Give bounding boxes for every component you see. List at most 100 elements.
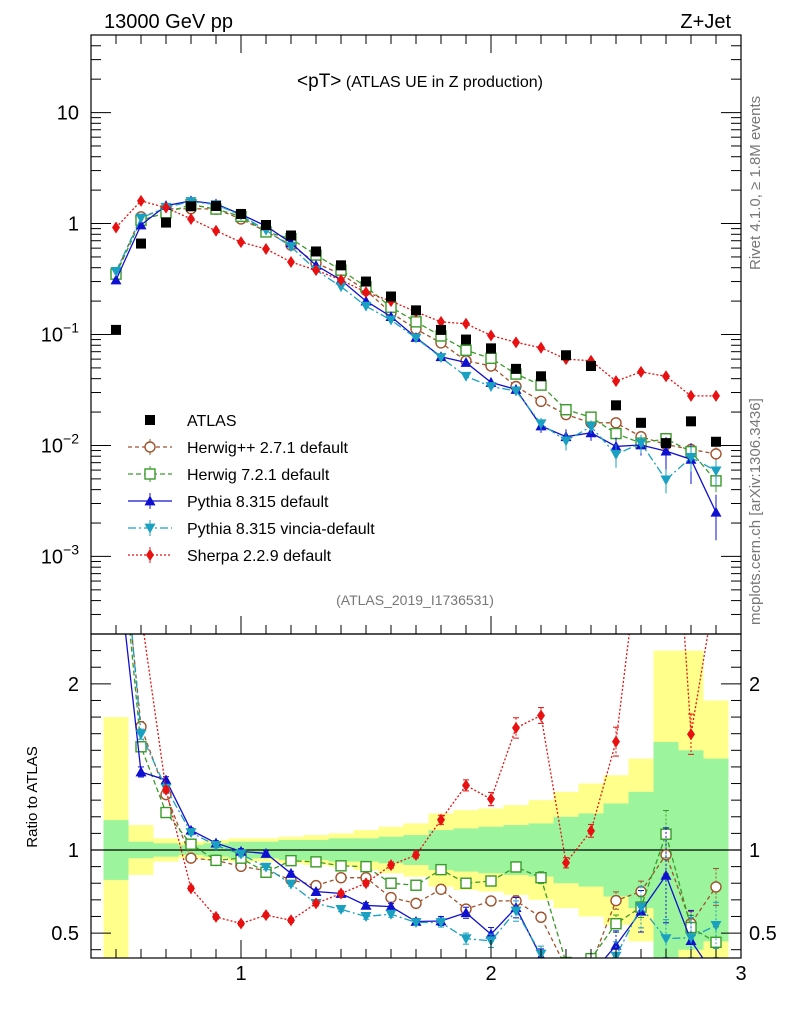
- series-2-ratio-point: [310, 886, 322, 896]
- series-4-point: [212, 224, 220, 237]
- series-1-ratio-point: [185, 838, 197, 850]
- series-4-point: [237, 236, 245, 249]
- series-4-ratio-point: [287, 914, 295, 927]
- series-2-ratio-point: [460, 907, 472, 918]
- series-3-ratio-point: [561, 984, 572, 994]
- series-1-ratio-point: [410, 879, 422, 891]
- series-1-point: [460, 344, 472, 357]
- series-3-point: [585, 422, 597, 433]
- legend: ATLAS Herwig++ 2.7.1 default Herwig 7.2.1 …: [128, 413, 375, 565]
- series-4-ratio-point: [512, 721, 520, 734]
- main-ytick-label-base: 10: [41, 546, 63, 568]
- energy-label: 13000 GeV pp: [104, 11, 233, 33]
- series-2-ratio-point: [561, 980, 572, 990]
- atlas-data-point: [611, 400, 621, 411]
- legend-marker-1: [144, 468, 156, 480]
- series-4-point: [512, 336, 520, 349]
- legend-item-atlas: ATLAS: [145, 413, 237, 430]
- series-0-point: [610, 417, 622, 429]
- series-1-ratio-point: [210, 854, 222, 867]
- series-1-ratio-point: [385, 877, 397, 889]
- series-4-ratio-point: [337, 887, 345, 900]
- rivet-side-label: Rivet 4.1.0, ≥ 1.8M events: [747, 96, 764, 270]
- atlas-data-point: [486, 343, 496, 354]
- series-4-ratio-point: [412, 849, 420, 862]
- series-4-point: [312, 264, 320, 277]
- series-3-point: [685, 453, 697, 463]
- series-3-ratio-point: [586, 964, 597, 974]
- ratio-ytick-label: 2: [68, 674, 79, 696]
- series-3-point: [410, 333, 422, 344]
- series-4-ratio-point: [437, 813, 445, 826]
- ratio-panel: [124, 532, 722, 994]
- series-3-point: [560, 436, 572, 447]
- series-4-ratio-point: [462, 779, 470, 792]
- series-2-ratio-point: [586, 969, 597, 979]
- atlas-data-point: [436, 324, 446, 335]
- series-4-ratio-point: [687, 728, 695, 741]
- atlas-data-point: [536, 371, 546, 382]
- series-3-ratio-point: [235, 849, 247, 860]
- main-ytick-label-base: 10: [41, 435, 63, 457]
- series-3-ratio-point: [635, 902, 647, 913]
- series-3-ratio-point: [510, 906, 522, 917]
- series-4-point: [112, 221, 120, 234]
- series-4-point: [137, 194, 145, 207]
- main-ytick-label-base: 10: [41, 325, 63, 347]
- ratio-ytick-label-right: 1: [749, 840, 760, 862]
- series-1-point: [610, 427, 622, 440]
- atlas-data-point: [511, 363, 521, 374]
- series-3-point: [110, 267, 122, 277]
- series-4-ratio-point: [162, 783, 170, 796]
- main-ytick-label: 10−2: [41, 430, 79, 457]
- atlas-data-point: [261, 219, 271, 230]
- series-1-ratio-point: [310, 856, 322, 868]
- main-ytick-label: 10: [57, 103, 79, 125]
- series-3-point: [635, 438, 647, 449]
- series-4-point: [687, 389, 695, 402]
- series-0-ratio-point: [610, 894, 622, 907]
- series-0-point: [710, 448, 722, 460]
- atlas-data-point: [411, 305, 421, 316]
- legend-marker-3: [144, 523, 156, 534]
- main-panel: [110, 194, 722, 541]
- atlas-data-point: [236, 208, 246, 219]
- series-2-ratio-point: [711, 972, 722, 982]
- series-4-point: [637, 365, 645, 378]
- series-2-line: [115, 200, 717, 513]
- series-1-point: [535, 379, 547, 391]
- legend-marker-2: [144, 495, 156, 506]
- xtick-label: 3: [735, 963, 746, 985]
- series-1-ratio-point: [560, 956, 572, 958]
- series-4-point: [187, 212, 195, 225]
- series-3-point: [460, 371, 472, 382]
- legend-label-3: Pythia 8.315 vincia-default: [187, 521, 375, 538]
- legend-label-0: Herwig++ 2.7.1 default: [187, 440, 349, 457]
- series-4-ratio-point: [637, 532, 645, 544]
- series-0-ratio-point: [586, 960, 596, 970]
- series-4-ratio-point: [237, 917, 245, 930]
- series-3-point: [335, 282, 347, 293]
- atlas-data-point: [386, 291, 396, 302]
- series-1-ratio-point: [135, 741, 147, 753]
- series-4-point: [162, 201, 170, 214]
- series-3-ratio-point: [460, 934, 472, 945]
- series-0-ratio-point: [561, 963, 571, 973]
- series-4-point: [287, 256, 295, 269]
- series-4-ratio-point: [612, 735, 620, 748]
- series-4-ratio-point: [537, 709, 545, 722]
- plot-title: <pT> (ATLAS UE in Z production): [297, 71, 543, 92]
- series-2-ratio-point: [385, 901, 397, 912]
- series-2-point: [135, 219, 147, 230]
- atlas-data-point: [111, 324, 121, 335]
- series-3-ratio-point: [410, 918, 422, 929]
- series-3-ratio-point: [260, 862, 272, 873]
- series-4-point: [362, 286, 370, 299]
- series-3-point: [510, 386, 522, 397]
- legend-label-2: Pythia 8.315 default: [187, 494, 329, 511]
- series-4-ratio-point: [587, 824, 595, 837]
- series-0-ratio-point: [410, 897, 422, 910]
- series-4-ratio-point: [262, 909, 270, 922]
